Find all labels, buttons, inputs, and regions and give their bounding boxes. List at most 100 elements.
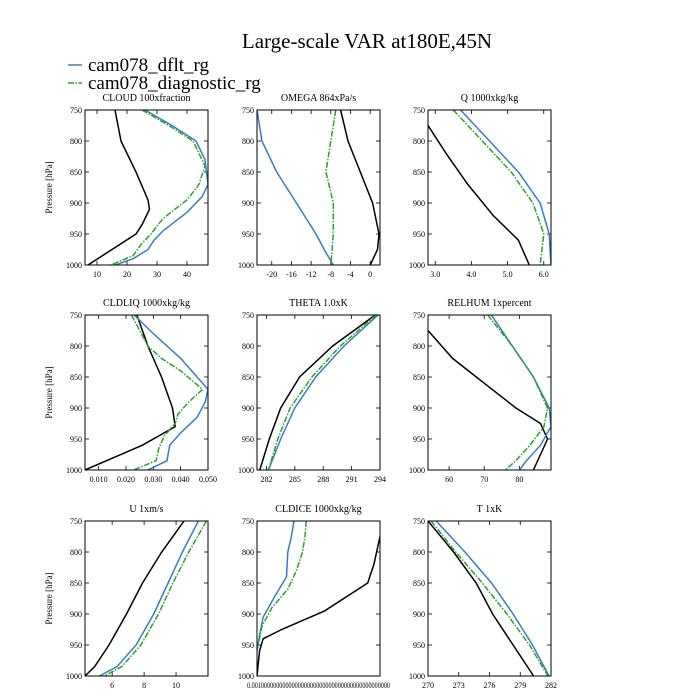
chart-4-ytick-label-5: 1000: [66, 466, 82, 475]
chart-4-xtick-label-1: 0.020: [117, 475, 135, 484]
chart-5-ytick-label-4: 950: [242, 435, 254, 444]
chart-6-title: RELHUM 1xpercent: [447, 298, 531, 309]
chart-2-ytick-label-4: 950: [242, 230, 254, 239]
chart-9-ytick-label-0: 750: [413, 517, 425, 526]
chart-1-xtick-label-3: 40: [183, 270, 191, 279]
chart-8-frame: [256, 520, 381, 677]
chart-7-ytick-label-5: 1000: [66, 672, 82, 681]
chart-9-xtick-label-4: 282: [545, 681, 557, 690]
chart-5-ytick-label-1: 800: [242, 342, 254, 351]
chart-1-ytick-label-0: 750: [70, 106, 82, 115]
chart-2-series-1: [339, 110, 380, 265]
chart-7-xtick-label-2: 10: [172, 681, 180, 690]
chart-4-ytick-label-2: 850: [70, 373, 82, 382]
chart-4-series-3: [130, 315, 204, 470]
chart-3-series-2: [460, 110, 551, 265]
chart-5-series-3: [267, 315, 377, 470]
chart-5-xtick-label-1: 285: [289, 475, 301, 484]
chart-3-ytick-label-0: 750: [413, 106, 425, 115]
chart-7-series-2: [99, 521, 200, 676]
chart-3-ytick-label-3: 900: [413, 199, 425, 208]
chart-9-ytick-label-5: 1000: [409, 672, 425, 681]
chart-2-title: OMEGA 864xPa/s: [281, 93, 356, 104]
chart-9-series-3: [430, 521, 549, 676]
chart-3-title: Q 1000xkg/kg: [461, 93, 519, 104]
chart-5-ytick-label-3: 900: [242, 404, 254, 413]
chart-8-ytick-label-2: 850: [242, 579, 254, 588]
chart-9-ytick-label-2: 850: [413, 579, 425, 588]
chart-3-xtick-label-0: 3.0: [430, 270, 440, 279]
chart-1-ytick-label-3: 900: [70, 199, 82, 208]
chart-3-series-3: [452, 110, 545, 265]
chart-5-xtick-label-2: 288: [317, 475, 329, 484]
chart-5-ytick-label-5: 1000: [238, 466, 254, 475]
chart-4-ytick-label-3: 900: [70, 404, 82, 413]
legend-label-diagnostic: cam078_diagnostic_rg: [88, 73, 261, 94]
chart-1-ytick-label-5: 1000: [66, 261, 82, 270]
chart-1-xtick-label-0: 10: [93, 270, 101, 279]
chart-3: Q 1000xkg/kg 750 800 850 900 950 1000 3.0 4.0 5.0…: [409, 93, 552, 279]
chart-4: CLDLIQ 1000xkg/kg 750 800 850 900 950 1000 0.01…: [44, 298, 217, 484]
chart-1-frame: [84, 109, 209, 266]
chart-5-series-2: [267, 315, 379, 470]
chart-1: CLOUD 100xfraction 750 800 850 900 950 1000 10 2…: [44, 93, 209, 279]
chart-7-ytick-label-4: 950: [70, 641, 82, 650]
chart-6-series-1: [428, 330, 549, 470]
chart-3-xtick-label-3: 6.0: [539, 270, 549, 279]
chart-2-ytick-label-2: 850: [242, 168, 254, 177]
chart-4-series-1: [85, 315, 177, 470]
chart-2-ytick-label-1: 800: [242, 137, 254, 146]
chart-8-xtick-label-0: 0.00100000000000000000000000000000000000…: [247, 681, 390, 690]
chart-9-title: T 1xK: [477, 504, 503, 515]
chart-8-ytick-label-0: 750: [242, 517, 254, 526]
chart-6-ytick-label-1: 800: [413, 342, 425, 351]
chart-1-ylabel: Pressure [hPa]: [44, 161, 54, 213]
chart-3-ytick-label-4: 950: [413, 230, 425, 239]
chart-2-xtick-label-2: -12: [306, 270, 317, 279]
chart-4-xtick-label-4: 0.050: [199, 475, 217, 484]
chart-4-ytick-label-4: 950: [70, 435, 82, 444]
chart-2-xtick-label-3: -8: [327, 270, 334, 279]
chart-1-title: CLOUD 100xfraction: [102, 93, 190, 104]
chart-6-xtick-label-1: 70: [480, 475, 488, 484]
chart-6-xtick-label-2: 80: [515, 475, 523, 484]
chart-1-ytick-label-2: 850: [70, 168, 82, 177]
chart-3-xtick-label-2: 5.0: [503, 270, 513, 279]
chart-1-ytick-label-4: 950: [70, 230, 82, 239]
chart-4-xtick-label-2: 0.030: [144, 475, 162, 484]
chart-6: RELHUM 1xpercent 750 800 850 900 950 1000 60 70 8…: [409, 298, 552, 484]
chart-7-title: U 1xm/s: [129, 504, 163, 515]
chart-4-xtick-label-0: 0.010: [90, 475, 108, 484]
chart-4-series-2: [133, 315, 208, 470]
chart-2-xtick-label-4: -4: [347, 270, 354, 279]
chart-1-series-2: [112, 110, 208, 265]
chart-7-ytick-label-1: 800: [70, 548, 82, 557]
chart-9-xtick-label-1: 273: [453, 681, 465, 690]
chart-8-ytick-label-1: 800: [242, 548, 254, 557]
chart-1-xtick-label-1: 20: [123, 270, 131, 279]
chart-9-xtick-label-0: 270: [422, 681, 434, 690]
chart-4-ylabel: Pressure [hPa]: [44, 366, 54, 418]
chart-7-xtick-label-0: 6: [110, 681, 114, 690]
chart-4-xtick-label-3: 0.040: [172, 475, 190, 484]
chart-7-frame: [84, 520, 209, 677]
chart-8-ytick-label-4: 950: [242, 641, 254, 650]
chart-7-xtick-label-1: 8: [142, 681, 146, 690]
chart-1-series-3: [108, 110, 206, 265]
chart-1-series-1: [87, 110, 151, 265]
chart-7: U 1xm/s 750 800 850 900 950 1000 6 8 10 Pressure […: [44, 504, 209, 690]
chart-8-series-2: [257, 521, 295, 652]
chart-1-ytick-label-1: 800: [70, 137, 82, 146]
chart-9-series-1: [428, 521, 535, 676]
chart-9-xtick-label-3: 279: [514, 681, 526, 690]
chart-3-frame: [427, 109, 552, 266]
chart-7-ytick-label-3: 900: [70, 610, 82, 619]
chart-8-ytick-label-3: 900: [242, 610, 254, 619]
chart-7-series-1: [85, 521, 185, 676]
panel-grid: CLOUD 100xfraction 750 800 850 900 950 1000 10 2…: [44, 93, 557, 690]
chart-4-ytick-label-0: 750: [70, 311, 82, 320]
chart-2-xtick-label-0: -20: [266, 270, 277, 279]
chart-7-ytick-label-0: 750: [70, 517, 82, 526]
